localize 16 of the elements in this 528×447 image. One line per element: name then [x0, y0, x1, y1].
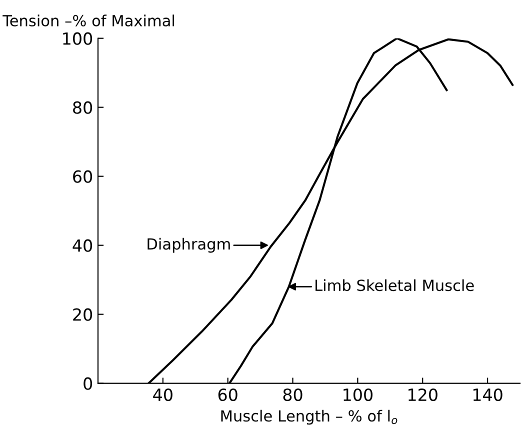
y-tick-label: 40: [72, 239, 92, 252]
x-tick-label: 80: [283, 388, 302, 402]
x-tick-label: 120: [408, 388, 438, 402]
x-tick-label: 60: [218, 388, 238, 402]
x-tick-label: 140: [473, 388, 502, 402]
y-tick-label: 80: [73, 101, 92, 114]
x-axis-title: Muscle Length – % of l$_{o}$: [221, 410, 398, 425]
y-tick-label: 100: [63, 32, 92, 45]
y-axis-title: Tension –% of Maximal: [2, 14, 174, 26]
annotation: Limb Skeletal Muscle: [316, 279, 474, 292]
x-tick-label: 100: [344, 388, 372, 402]
y-tick-label: 20: [73, 308, 92, 321]
y-tick-label: 0: [84, 377, 92, 390]
y-tick-label: 60: [73, 170, 92, 183]
annotation: Diaphragm: [148, 238, 230, 253]
x-tick-label: 40: [153, 388, 172, 402]
